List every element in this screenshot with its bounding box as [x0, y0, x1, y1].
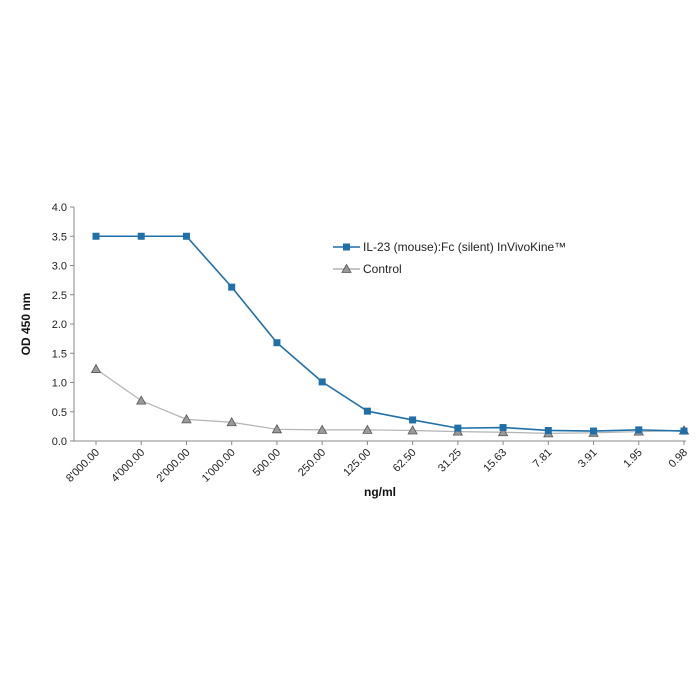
x-tick-label: 62.50 [391, 447, 419, 475]
data-point [137, 232, 145, 240]
data-point [182, 232, 190, 240]
x-tick-label: 1'000.00 [200, 447, 238, 485]
data-point [92, 232, 100, 240]
y-tick-label: 2.5 [52, 290, 67, 302]
data-point [454, 424, 462, 432]
data-point [409, 416, 417, 424]
x-tick-label: 8'000.00 [64, 447, 102, 485]
data-point [680, 427, 688, 435]
x-tick-label: 31.25 [436, 447, 464, 475]
series-line [95, 368, 685, 434]
legend-label: Control [363, 262, 402, 276]
y-tick-label: 4.0 [52, 202, 67, 214]
data-point [362, 424, 373, 434]
data-point [544, 426, 552, 434]
y-tick-label: 0.0 [52, 436, 67, 448]
legend-marker [343, 243, 350, 251]
x-tick-label: 125.00 [341, 447, 373, 479]
legend-item: IL-23 (mouse):Fc (silent) InVivoKine™ [333, 240, 566, 254]
data-point [136, 395, 147, 405]
y-axis-title: OD 450 nm [19, 293, 33, 356]
y-tick-label: 3.5 [52, 231, 67, 243]
y-ticks: 0.0 0.5 1.0 1.5 2.0 2.5 3.0 3.5 4.0 [52, 202, 74, 448]
data-point [499, 424, 507, 432]
data-point [635, 426, 643, 434]
data-point [271, 423, 283, 434]
x-tick-label: 0.98 [666, 447, 690, 471]
y-tick-label: 1.0 [52, 378, 67, 390]
x-tick-label: 500.00 [251, 447, 283, 479]
data-point [90, 363, 102, 373]
x-tick-label: 4'000.00 [109, 447, 147, 485]
x-tick-label: 3.91 [576, 447, 600, 471]
x-axis-title: ng/ml [364, 485, 396, 499]
data-point [363, 407, 371, 415]
x-tick-label: 15.63 [481, 447, 509, 475]
series-line [96, 235, 685, 432]
x-tick-label: 1.95 [621, 447, 645, 471]
y-tick-label: 2.0 [52, 319, 67, 331]
data-point [316, 424, 328, 434]
x-tick-label: 250.00 [296, 447, 328, 479]
data-point [181, 414, 192, 424]
x-ticks: 8'000.00 4'000.00 2'000.00 1'000.00 500.00 25… [64, 441, 690, 485]
x-tick-label: 2'000.00 [154, 447, 192, 485]
data-point [590, 427, 598, 435]
y-tick-label: 1.5 [52, 348, 67, 360]
series-control [90, 363, 690, 438]
plot-series [90, 232, 690, 438]
data-point [226, 416, 237, 427]
legend: IL-23 (mouse):Fc (silent) InVivoKine™ Con… [333, 240, 566, 276]
legend-item: Control [333, 262, 402, 276]
data-point [273, 339, 281, 347]
x-tick-label: 7.81 [531, 447, 555, 471]
y-tick-label: 3.0 [52, 261, 67, 273]
data-point [318, 378, 326, 386]
y-tick-label: 0.5 [52, 407, 67, 419]
data-point [407, 425, 418, 435]
data-point [497, 426, 509, 437]
series-il23 [92, 232, 688, 435]
legend-marker [341, 263, 352, 273]
legend-label: IL-23 (mouse):Fc (silent) InVivoKine™ [363, 240, 566, 254]
data-point [228, 283, 236, 291]
